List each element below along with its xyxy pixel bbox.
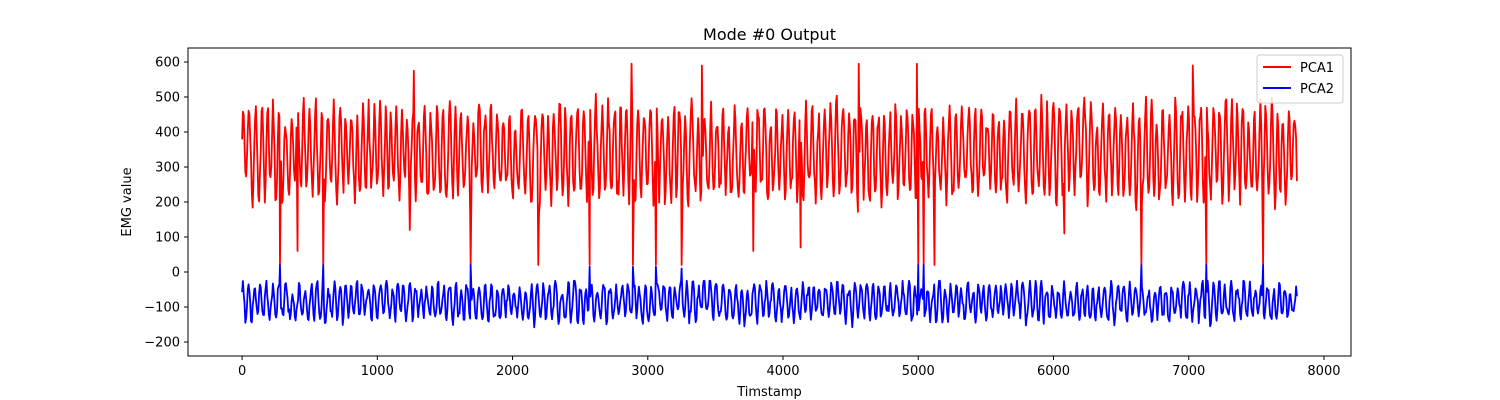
x-axis-ticks: 0 1000 2000 3000 4000 5000 6000 7000 8000 (238, 356, 1341, 379)
x-tick-label: 0 (238, 364, 246, 379)
x-tick-label: 7000 (1172, 364, 1205, 379)
y-tick-label: 0 (172, 266, 180, 281)
x-tick-label: 2000 (496, 364, 529, 379)
series-line-pca1 (241, 62, 1298, 266)
y-tick-label: 600 (155, 56, 180, 71)
x-tick-label: 6000 (1037, 364, 1070, 379)
y-axis-label: EMG value (120, 167, 135, 236)
y-tick-label: −200 (144, 336, 180, 351)
x-tick-label: 1000 (361, 364, 394, 379)
y-tick-label: 400 (155, 126, 180, 141)
legend-pca2-label: PCA2 (1300, 82, 1334, 97)
legend-pca1-label: PCA1 (1300, 61, 1334, 76)
x-tick-label: 5000 (902, 364, 935, 379)
y-tick-label: 300 (155, 161, 180, 176)
series-line-pca2 (241, 264, 1298, 329)
x-tick-label: 8000 (1307, 364, 1340, 379)
x-tick-label: 3000 (631, 364, 664, 379)
chart-title: Mode #0 Output (703, 25, 836, 44)
legend: PCA1 PCA2 (1256, 54, 1344, 104)
y-tick-label: −100 (144, 301, 180, 316)
x-tick-label: 4000 (766, 364, 799, 379)
plot-lines (241, 62, 1298, 329)
y-axis-ticks: −200 −100 0 100 200 300 400 500 600 (144, 56, 188, 351)
y-tick-label: 500 (155, 91, 180, 106)
y-tick-label: 100 (155, 231, 180, 246)
y-tick-label: 200 (155, 196, 180, 211)
x-axis-label: Timstamp (736, 385, 802, 400)
